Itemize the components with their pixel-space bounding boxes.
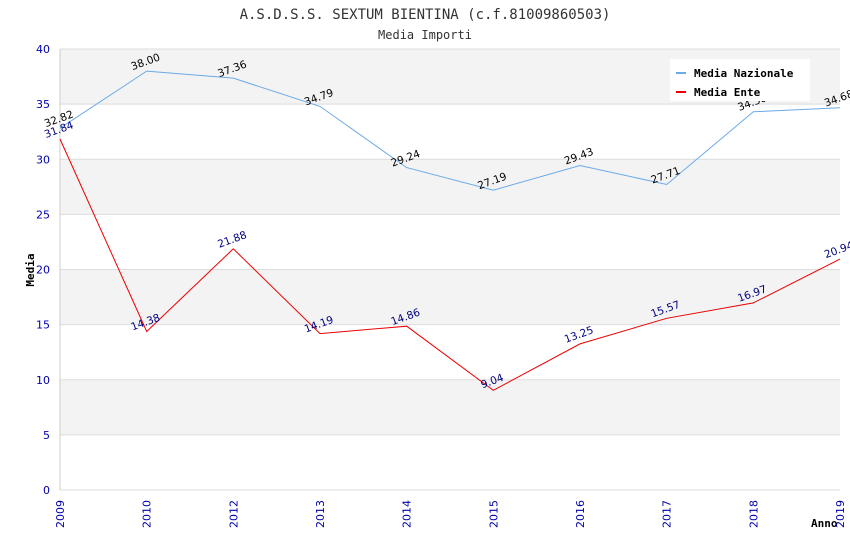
x-axis-ticks: 2009 2010 2012 2013 2014 2015 2016 2017 2018 2019 [54,500,847,528]
series-line [59,138,841,391]
grid-band [60,104,840,160]
grid-band [60,324,840,380]
legend: Media Nazionale Media Ente [670,59,810,101]
grid-band [60,159,840,215]
legend-label: Media Nazionale [694,67,794,80]
series-lines [59,70,841,391]
x-axis-title: Anno [811,517,838,530]
x-tick-label: 2013 [314,500,327,528]
x-tick-label: 2015 [487,500,500,528]
legend-box [670,59,810,101]
chart-subtitle: Media Importi [378,28,472,42]
grid-lines [59,48,840,491]
background-bands [60,49,840,490]
y-tick-label: 35 [36,98,50,111]
x-tick-label: 2009 [54,500,67,528]
grid-band [60,214,840,270]
x-tick-label: 2014 [401,500,414,528]
grid-band [60,269,840,325]
x-tick-label: 2019 [834,500,847,528]
y-tick-label: 5 [43,429,50,442]
legend-label: Media Ente [694,86,761,99]
y-tick-label: 25 [36,208,50,221]
x-tick-label: 2018 [747,500,760,528]
series-line [59,70,841,191]
x-tick-label: 2010 [141,500,154,528]
x-tick-label: 2017 [661,500,674,528]
y-tick-label: 30 [36,153,50,166]
y-axis-title: Media [24,253,37,286]
x-tick-label: 2016 [574,500,587,528]
y-tick-label: 0 [43,484,50,497]
y-tick-label: 10 [36,374,50,387]
grid-band [60,379,840,435]
y-axis-ticks: 0 5 10 15 20 25 30 35 40 [36,43,50,497]
chart-title: A.S.D.S.S. SEXTUM BIENTINA (c.f.81009860… [240,7,611,23]
y-tick-label: 15 [36,319,50,332]
y-tick-label: 20 [36,264,50,277]
grid-band [60,434,840,490]
x-tick-label: 2012 [227,500,240,528]
y-tick-label: 40 [36,43,50,56]
